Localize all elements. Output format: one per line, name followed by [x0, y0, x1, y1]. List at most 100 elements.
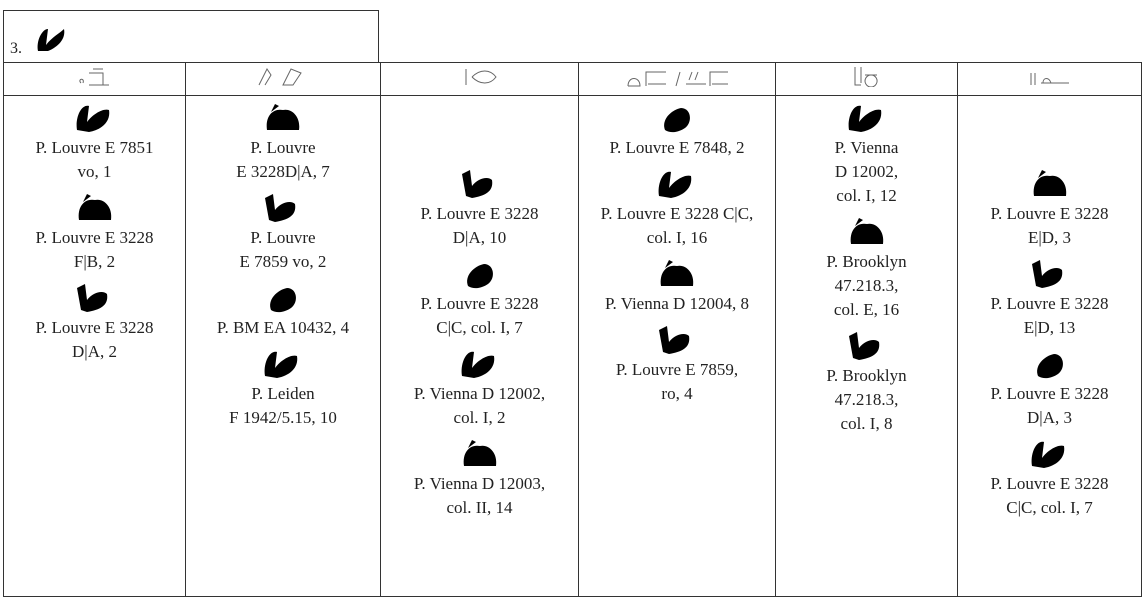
source-line: col. II, 14 — [446, 498, 513, 517]
glyph-stroke — [848, 105, 881, 132]
source-line: P. Louvre E 3228 — [990, 474, 1109, 493]
sign-glyph — [659, 326, 690, 354]
entry: P. Louvre E 3228 E|D, 3 — [958, 166, 1141, 250]
body-row: P. Louvre E 7851 vo, 1 P. Louvre E 3228 F|B… — [3, 95, 1142, 597]
source-line: P. Louvre E 3228 — [35, 318, 154, 337]
source-line: P. Brooklyn — [826, 252, 907, 271]
glyph-stroke — [265, 194, 296, 222]
source-line: C|C, col. I, 7 — [436, 318, 523, 337]
column-cell: P. Louvre E 3228D|A, 7 P. Louvre E 7859 vo,… — [185, 95, 381, 597]
entry: P. Louvre E 3228 D|A, 2 — [4, 280, 185, 364]
entry: P. Louvre E 3228 D|A, 3 — [958, 346, 1141, 430]
sign-glyph — [1036, 354, 1063, 379]
source-line: P. Louvre E 7851 — [35, 138, 154, 157]
source-line: col. E, 16 — [833, 300, 900, 319]
entry: P. Louvre E 7848, 2 — [579, 100, 775, 160]
source-line: P. Leiden — [251, 384, 315, 403]
sign-glyph — [660, 260, 694, 286]
sign-glyph — [850, 218, 883, 244]
source-line: P. Vienna D 12003, — [413, 474, 546, 493]
entry: P. Louvre E 3228 D|A, 10 — [381, 166, 578, 250]
sign-glyph — [461, 170, 492, 198]
glyph-stroke — [461, 170, 492, 198]
glyph-stroke — [1033, 170, 1066, 196]
entry: P. Vienna D 12002, col. I, 2 — [381, 346, 578, 430]
sign-glyph — [664, 108, 690, 133]
entry: P. Leiden F 1942/5.15, 10 — [186, 346, 380, 430]
column-cell: P. Vienna D 12002, col. I, 12 P. Brooklyn 47… — [775, 95, 958, 597]
sign-glyph — [466, 264, 493, 289]
sign-glyph — [265, 194, 296, 222]
header-row — [3, 62, 1142, 96]
source-line: P. Louvre E 7848, 2 — [609, 138, 745, 157]
entry: P. Brooklyn 47.218.3, col. I, 8 — [776, 328, 957, 436]
source-line: E 7859 vo, 2 — [239, 252, 327, 271]
spelling-icon — [957, 62, 1142, 96]
source-line: D 12002, — [834, 162, 899, 181]
entry: P. Vienna D 12004, 8 — [579, 256, 775, 316]
source-line: col. I, 16 — [646, 228, 708, 247]
sign-glyph — [1031, 441, 1064, 468]
sign-glyph — [37, 29, 65, 51]
source-line: P. Louvre E 3228 — [420, 294, 539, 313]
source-line: P. Louvre E 3228 C|C, — [600, 204, 754, 223]
entry: P. Louvre E 7859 vo, 2 — [186, 190, 380, 274]
source-line: E|D, 3 — [1027, 228, 1072, 247]
glyph-stroke — [461, 351, 494, 378]
entry: P. Louvre E 7859, ro, 4 — [579, 322, 775, 406]
source-line: P. BM EA 10432, 4 — [216, 318, 350, 337]
source-line: F|B, 2 — [73, 252, 116, 271]
column-cell: P. Louvre E 7848, 2 P. Louvre E 3228 C|C,… — [578, 95, 776, 597]
source-line: P. Louvre E 3228 — [990, 294, 1109, 313]
entry: P. Louvre E 3228 C|C, col. I, 7 — [958, 436, 1141, 520]
sign-glyph — [848, 105, 881, 132]
sign-glyph — [658, 171, 692, 198]
source-line: P. Louvre E 3228 — [990, 384, 1109, 403]
entry: P. Vienna D 12003, col. II, 14 — [381, 436, 578, 520]
sign-glyph — [264, 351, 298, 378]
spelling-icon — [775, 62, 958, 96]
sign-glyph — [1031, 260, 1062, 288]
source-line: col. I, 12 — [836, 186, 897, 205]
source-line: P. Vienna — [834, 138, 899, 157]
sign-number: 3. — [10, 40, 22, 57]
column-cell: P. Louvre E 3228 E|D, 3 P. Louvre E 3228 E|… — [957, 95, 1142, 597]
entry: P. Louvre E 3228 C|C, col. I, 16 — [579, 166, 775, 250]
source-line: 47.218.3, — [834, 390, 899, 409]
glyph-stroke — [1031, 441, 1064, 468]
sign-glyph — [76, 284, 107, 312]
glyph-stroke — [76, 105, 109, 132]
entry: P. Brooklyn 47.218.3, col. E, 16 — [776, 214, 957, 322]
entry: P. BM EA 10432, 4 — [186, 280, 380, 340]
entry: P. Vienna D 12002, col. I, 12 — [776, 100, 957, 208]
source-line: F 1942/5.15, 10 — [229, 408, 337, 427]
sign-glyph — [461, 351, 494, 378]
glyph-stroke — [664, 108, 690, 133]
spelling-icon — [380, 62, 579, 96]
source-line: P. Brooklyn — [826, 366, 907, 385]
glyph-stroke — [76, 284, 107, 312]
glyph-stroke — [848, 332, 879, 360]
glyph-stroke — [658, 171, 692, 198]
source-line: E|D, 13 — [1023, 318, 1076, 337]
source-line: P. Louvre E 3228 — [35, 228, 154, 247]
entry: P. Louvre E 3228 C|C, col. I, 7 — [381, 256, 578, 340]
sign-glyph — [848, 332, 879, 360]
source-line: P. Vienna D 12002, — [413, 384, 546, 403]
sign-header: 3. — [3, 10, 379, 62]
glyph-stroke — [850, 218, 883, 244]
column-cell: P. Louvre E 3228 D|A, 10 P. Louvre E 3228 C… — [380, 95, 579, 597]
source-line: D|A, 10 — [452, 228, 507, 247]
glyph-stroke — [463, 440, 496, 466]
source-line: D|A, 3 — [1027, 408, 1072, 427]
column-cell: P. Louvre E 7851 vo, 1 P. Louvre E 3228 F|B… — [3, 95, 186, 597]
glyph-stroke — [1036, 354, 1063, 379]
source-line: P. Louvre — [250, 138, 316, 157]
source-line: P. Louvre E 3228 — [990, 204, 1109, 223]
glyph-stroke — [270, 288, 296, 313]
source-line: P. Louvre — [250, 228, 316, 247]
source-line: E 3228D|A, 7 — [236, 162, 330, 181]
source-line: C|C, col. I, 7 — [1006, 498, 1093, 517]
entry: P. Louvre E 7851 vo, 1 — [4, 100, 185, 184]
